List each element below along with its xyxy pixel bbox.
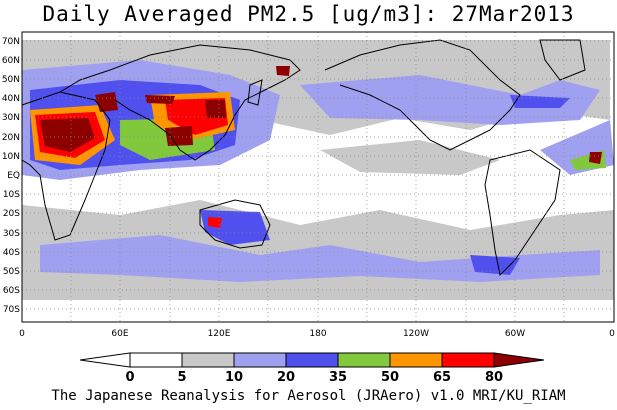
lat-label: 50S: [3, 267, 20, 277]
lat-label: 70S: [3, 305, 20, 315]
coast-north-america: [324, 39, 521, 151]
coast-australia: [199, 199, 271, 249]
lon-label: 0: [19, 329, 25, 339]
colorbar-cell: [181, 352, 235, 368]
field-darkred-india: [165, 126, 193, 146]
field-lightblue-pacific: [300, 75, 600, 125]
colorbar-label: 5: [177, 370, 186, 385]
colorbar-label: 20: [277, 370, 295, 385]
coast-greenland: [539, 39, 586, 81]
field-blue-sa: [470, 255, 520, 275]
field-darkred-china-north: [145, 95, 175, 104]
colorbar-cell: [285, 352, 339, 368]
colorbar-cell: [233, 352, 287, 368]
colorbar-cap-left: [79, 352, 131, 368]
lat-label: 70N: [2, 37, 20, 47]
longitude-labels: 0 60E 120E 180 120W 60W 0: [19, 329, 615, 339]
colorbar-label: 35: [329, 370, 347, 385]
latitude-labels: 70N 60N 50N 40N 30N 20N 10N EQ 10S 20S 3…: [2, 37, 20, 315]
field-darkred-kamchatka: [276, 66, 290, 76]
colorbar-label: 80: [485, 370, 503, 385]
coast-eurasia: [59, 44, 301, 161]
lon-label: 0: [609, 329, 615, 339]
lat-label: 50N: [2, 75, 20, 85]
lon-label: 180: [309, 329, 326, 339]
footer-credit: The Japanese Reanalysis for Aerosol (JRA…: [51, 388, 566, 404]
colorbar-cell: [389, 352, 443, 368]
colorbar-label: 50: [381, 370, 399, 385]
field-darkred-carib: [589, 152, 602, 164]
colorbar-cell: [441, 352, 495, 368]
lat-label: 10N: [2, 152, 20, 162]
lat-label: 10S: [3, 190, 20, 200]
map-title: Daily Averaged PM2.5 [ug/m3]: 27Mar2013: [42, 2, 575, 26]
lat-label: 40S: [3, 248, 20, 258]
lat-label: 60N: [2, 56, 20, 66]
lon-label: 60E: [111, 329, 128, 339]
colorbar-cell: [337, 352, 391, 368]
coast-africa: [21, 91, 111, 241]
lat-label: 30N: [2, 113, 20, 123]
field-lightblue-south: [40, 235, 600, 282]
lon-label: 60W: [505, 329, 525, 339]
lat-label: 40N: [2, 94, 20, 104]
field-darkred-china-south: [205, 100, 226, 118]
pm25-field: [22, 40, 614, 300]
coast-japan: [247, 79, 263, 106]
colorbar-label: 0: [125, 370, 134, 385]
colorbar-label: 10: [225, 370, 243, 385]
field-low-tropical-patch: [320, 140, 500, 175]
lon-label: 120W: [403, 329, 429, 339]
colorbar: 0 5 10 20 35 50 65 80: [79, 352, 545, 385]
colorbar-label: 65: [433, 370, 451, 385]
gridlines: [22, 32, 614, 322]
lat-label: 30S: [3, 229, 20, 239]
colorbar-cell: [129, 352, 183, 368]
map-frame: [21, 31, 615, 323]
field-darkred-sahara: [40, 118, 95, 152]
lat-label: EQ: [7, 171, 20, 181]
lon-label: 120E: [208, 329, 231, 339]
lat-label: 60S: [3, 286, 20, 296]
colorbar-cap-right: [493, 352, 545, 368]
field-red-australia: [208, 217, 222, 228]
lat-label: 20S: [3, 209, 20, 219]
lat-label: 20N: [2, 133, 20, 143]
